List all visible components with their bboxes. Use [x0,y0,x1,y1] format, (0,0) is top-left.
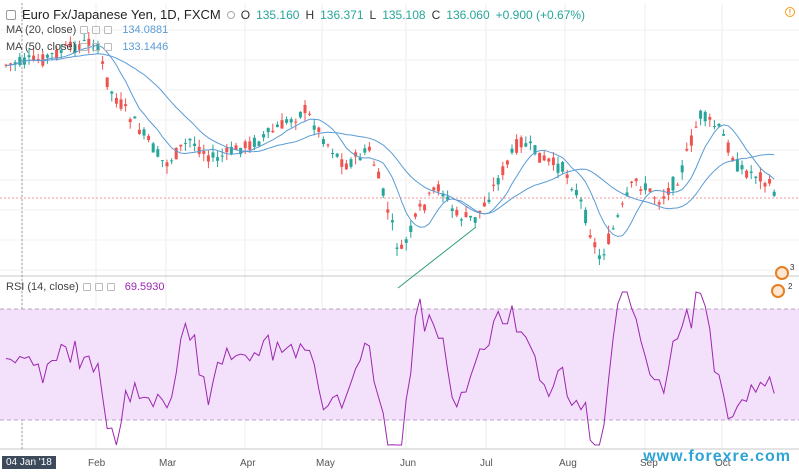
alert-icon[interactable]: ! [785,7,795,17]
high-label: H [305,7,315,22]
close-value: 136.060 [446,7,490,22]
watermark: www.forexre.com [643,448,791,465]
ma20-line [5,44,775,237]
rsi-legend[interactable]: RSI (14, close) 69.5930 [6,281,165,293]
high-value: 136.371 [320,7,364,22]
event-count: 2 [788,282,793,291]
month-label: Aug [559,458,577,469]
month-label: Oct [715,458,731,469]
eye-icon[interactable] [82,283,91,291]
month-label: Sep [640,458,658,469]
ma20-legend[interactable]: MA (20, close) 134.0881 [6,24,168,36]
month-label: Apr [240,458,256,469]
low-value: 135.108 [382,7,426,22]
open-label: O [240,7,251,22]
settings-icon[interactable] [92,43,101,51]
ma50-legend[interactable]: MA (50, close) 133.1446 [6,41,168,53]
chart-grid [0,3,799,449]
close-icon[interactable] [106,283,115,291]
month-label: Jun [400,458,417,469]
ma50-label: MA (50, close) [6,41,77,53]
event-count: 3 [790,263,795,272]
ma20-label: MA (20, close) [6,24,77,36]
eye-icon[interactable] [80,26,89,34]
ma50-value: 133.1446 [122,41,169,53]
low-label: L [369,7,377,22]
event-marker-icon[interactable] [775,266,789,280]
open-value: 135.160 [256,7,300,22]
month-label: Mar [159,458,177,469]
ma20-value: 134.0881 [122,24,169,36]
eye-icon[interactable] [80,43,89,51]
candlestick-series [4,31,776,266]
chart-header: Euro Fx/Japanese Yen, 1D, FXCM O 135.160 … [6,7,585,22]
settings-icon[interactable] [226,10,235,19]
trend-line [397,226,477,289]
settings-icon[interactable] [94,283,103,291]
ma50-line [5,53,775,215]
close-label: C [431,7,441,22]
crosshair-date-badge: 04 Jan '18 [2,456,56,469]
rsi-value: 69.5930 [124,281,165,293]
symbol-title[interactable]: Euro Fx/Japanese Yen, 1D, FXCM [22,7,221,22]
month-label: Jul [480,458,493,469]
change-value: +0.900 (+0.67%) [495,7,586,22]
settings-icon[interactable] [92,26,101,34]
close-icon[interactable] [104,43,113,51]
rsi-label: RSI (14, close) [6,281,79,293]
month-label: May [316,458,335,469]
event-marker-icon[interactable] [771,284,785,298]
month-label: Feb [88,458,106,469]
rsi-band [0,309,799,420]
symbol-collapse-icon[interactable] [6,9,16,20]
close-icon[interactable] [104,26,113,34]
rsi-line [5,291,775,446]
